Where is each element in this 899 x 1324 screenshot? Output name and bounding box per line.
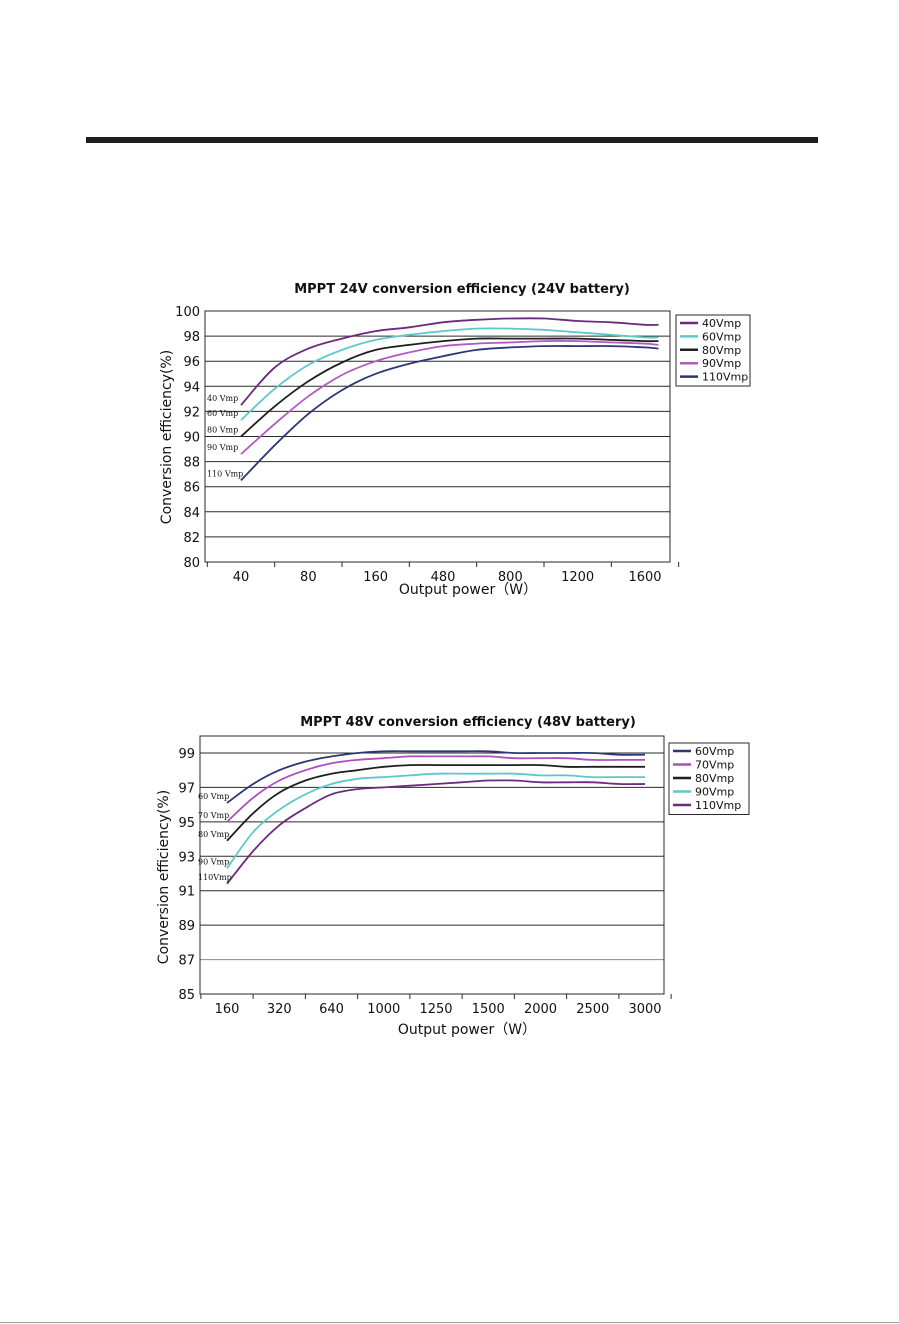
- x-tick-label: 160: [363, 570, 388, 585]
- y-tick-label: 88: [183, 456, 200, 471]
- y-tick-label: 96: [183, 355, 200, 370]
- legend-entry: 40Vmp: [702, 317, 741, 330]
- inline-series-label: 40 Vmp: [207, 394, 238, 403]
- inline-series-label: 60 Vmp: [207, 409, 238, 418]
- x-tick-label: 800: [498, 570, 523, 585]
- legend-entry: 80Vmp: [702, 344, 741, 357]
- y-tick-label: 92: [183, 405, 200, 420]
- x-tick-label: 1200: [561, 570, 594, 585]
- y-tick-label: 94: [183, 380, 200, 395]
- series-line-40vmp: [240, 317, 659, 406]
- series-line-80vmp: [240, 337, 659, 438]
- chart-title: MPPT 24V conversion efficiency (24V batt…: [294, 282, 630, 297]
- x-axis-label: Output power（W）: [399, 582, 537, 598]
- x-tick-label: 480: [431, 570, 456, 585]
- inline-series-label: 110 Vmp: [207, 469, 243, 478]
- inline-series-label: 90 Vmp: [207, 443, 238, 452]
- legend-entry: 60Vmp: [702, 330, 741, 343]
- y-tick-label: 98: [183, 330, 200, 345]
- y-axis-label: Conversion efficiency(%): [159, 350, 175, 524]
- series-line-110vmp: [240, 345, 659, 482]
- legend-entry: 110Vmp: [702, 371, 748, 384]
- page-bottom-line: [0, 1322, 899, 1323]
- y-tick-label: 84: [183, 506, 200, 521]
- x-tick-label: 80: [300, 570, 317, 585]
- y-tick-label: 90: [183, 431, 200, 446]
- y-tick-label: 86: [183, 481, 200, 496]
- x-tick-label: 1600: [628, 570, 661, 585]
- inline-series-label: 80 Vmp: [207, 426, 238, 435]
- legend-entry: 90Vmp: [702, 357, 741, 370]
- header-rule: [86, 137, 818, 143]
- series-line-60vmp: [240, 327, 659, 421]
- y-tick-label: 100: [175, 305, 200, 320]
- x-tick-label: 40: [233, 570, 250, 585]
- plot-frame: [204, 310, 671, 563]
- y-tick-label: 82: [183, 531, 200, 546]
- legend-box: [675, 314, 751, 387]
- series-line-90vmp: [240, 340, 659, 455]
- y-tick-label: 80: [183, 556, 200, 571]
